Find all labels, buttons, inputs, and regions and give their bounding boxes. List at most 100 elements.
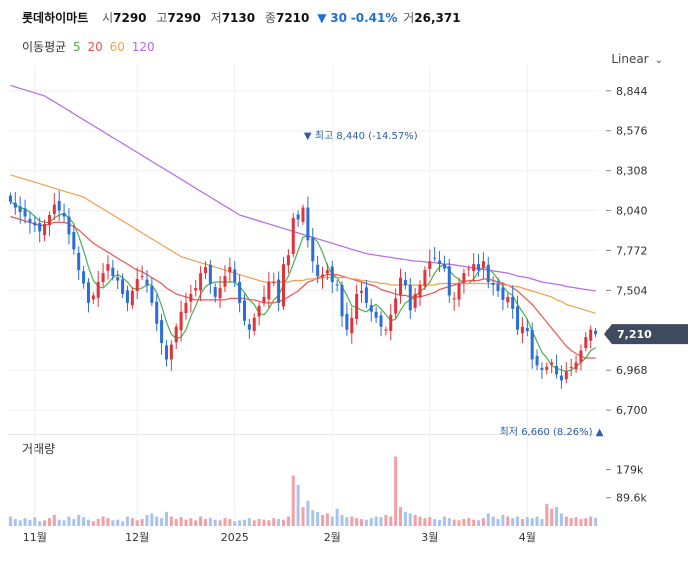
candle-body	[501, 287, 505, 300]
candle-body	[301, 207, 305, 222]
candle-body	[311, 237, 315, 262]
high-value: 7290	[167, 11, 201, 25]
candle-body	[247, 324, 251, 330]
candle-body	[150, 286, 154, 303]
candle-body	[228, 267, 232, 273]
y-tick-label: 8,040	[616, 205, 648, 218]
candle-body	[555, 366, 559, 375]
volume-bar	[564, 516, 568, 526]
volume-bar	[486, 513, 490, 526]
x-tick-label: 2025	[221, 531, 249, 544]
volume-bar	[13, 519, 17, 526]
ma-20-legend[interactable]: 20	[87, 40, 103, 54]
ma-5-legend[interactable]: 5	[73, 40, 81, 54]
volume-bar	[340, 514, 344, 526]
volume-bar	[574, 517, 578, 526]
volume-bar	[130, 518, 134, 526]
close-value: 7210	[275, 11, 310, 25]
volume-bar	[481, 518, 485, 526]
volume-bar	[82, 517, 86, 526]
candle-body	[389, 314, 393, 331]
volume-bar	[38, 521, 42, 526]
volume-bar	[423, 518, 427, 526]
x-tick-label: 3월	[421, 531, 438, 544]
volume-bar	[520, 519, 524, 526]
y-tick-label: 8,576	[616, 125, 648, 138]
volume-label: 거	[403, 11, 415, 25]
ma-60-legend[interactable]: 60	[109, 40, 125, 54]
candle-body	[111, 267, 115, 277]
candle-body	[477, 264, 481, 271]
volume-bar	[579, 519, 583, 526]
candle-body	[164, 345, 168, 360]
volume-bar	[291, 475, 295, 526]
candle-body	[125, 290, 129, 303]
price-axis: 8,8448,5768,3088,0407,7727,5047,2366,968…	[606, 85, 648, 417]
volume-bar	[23, 518, 27, 526]
candle-body	[535, 355, 539, 366]
volume-bar	[535, 516, 539, 526]
candle-body	[594, 330, 598, 335]
volume-bar	[125, 516, 129, 526]
volume-bar	[589, 516, 593, 526]
candle-body	[394, 298, 398, 314]
candle-body	[8, 195, 12, 202]
volume-axis: 179k 89.6k	[606, 464, 647, 505]
candle-body	[345, 313, 349, 330]
volume-bar	[311, 510, 315, 526]
volume-bar	[399, 507, 403, 526]
candle-body	[52, 204, 56, 214]
chevron-down-icon: ⌄	[654, 55, 663, 66]
volume-bar	[150, 513, 154, 526]
candle-body	[457, 283, 461, 300]
candle-body	[540, 367, 544, 370]
volume-tick-label: 179k	[616, 464, 644, 477]
candle-body	[38, 223, 42, 232]
open-value: 7290	[113, 11, 147, 25]
candle-body	[169, 344, 173, 360]
candle-body	[491, 283, 495, 285]
candle-body	[296, 214, 300, 220]
candle-body	[121, 279, 125, 294]
volume-bar	[272, 518, 276, 526]
volume-bar	[43, 520, 47, 526]
candle-body	[408, 285, 412, 311]
volume-bar	[457, 520, 461, 526]
volume-bar	[277, 519, 281, 526]
candle-body	[233, 269, 237, 283]
volume-bar	[296, 484, 300, 526]
change-arrow-icon: ▼	[317, 11, 327, 25]
stock-header: 롯데하이마트 시7290 고7290 저7130 종7210 ▼ 30 -0.4…	[22, 9, 465, 26]
candle-body	[306, 207, 310, 241]
candle-body	[257, 305, 261, 317]
scale-selector[interactable]: Linear ⌄	[611, 52, 663, 66]
candle-body	[447, 266, 451, 296]
candle-body	[281, 264, 286, 307]
stock-name: 롯데하이마트	[22, 11, 89, 25]
candle-body	[96, 282, 100, 298]
volume-bar	[33, 517, 37, 526]
volume-bar	[72, 519, 76, 526]
candle-body	[291, 217, 295, 255]
candle-body	[325, 270, 329, 274]
candle-body	[238, 282, 242, 303]
volume-bar	[164, 511, 168, 526]
volume-bar	[316, 511, 320, 526]
candle-body	[174, 326, 178, 343]
candle-body	[442, 264, 446, 269]
candle-body	[72, 231, 76, 250]
candle-body	[155, 301, 159, 324]
candle-body	[516, 306, 520, 330]
volume-bar	[462, 519, 466, 526]
volume-bar	[364, 519, 368, 526]
volume-bar	[67, 516, 71, 526]
volume-bar	[208, 517, 212, 526]
candle-body	[423, 270, 427, 287]
volume-bar	[452, 519, 456, 526]
volume-bar	[496, 519, 500, 526]
candle-body	[262, 296, 266, 303]
candle-body	[106, 264, 110, 271]
volume-bar	[111, 520, 115, 526]
ma-120-legend[interactable]: 120	[131, 40, 155, 54]
